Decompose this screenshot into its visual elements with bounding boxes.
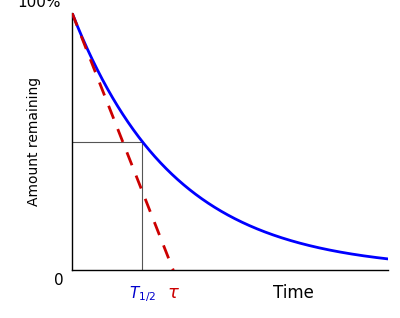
Text: Time: Time [273, 285, 314, 302]
Text: 100%: 100% [17, 0, 61, 10]
Text: τ: τ [168, 285, 179, 302]
Text: $T_{1/2}$: $T_{1/2}$ [129, 285, 156, 304]
Text: Amount remaining: Amount remaining [27, 77, 41, 206]
Text: 0: 0 [54, 273, 64, 288]
